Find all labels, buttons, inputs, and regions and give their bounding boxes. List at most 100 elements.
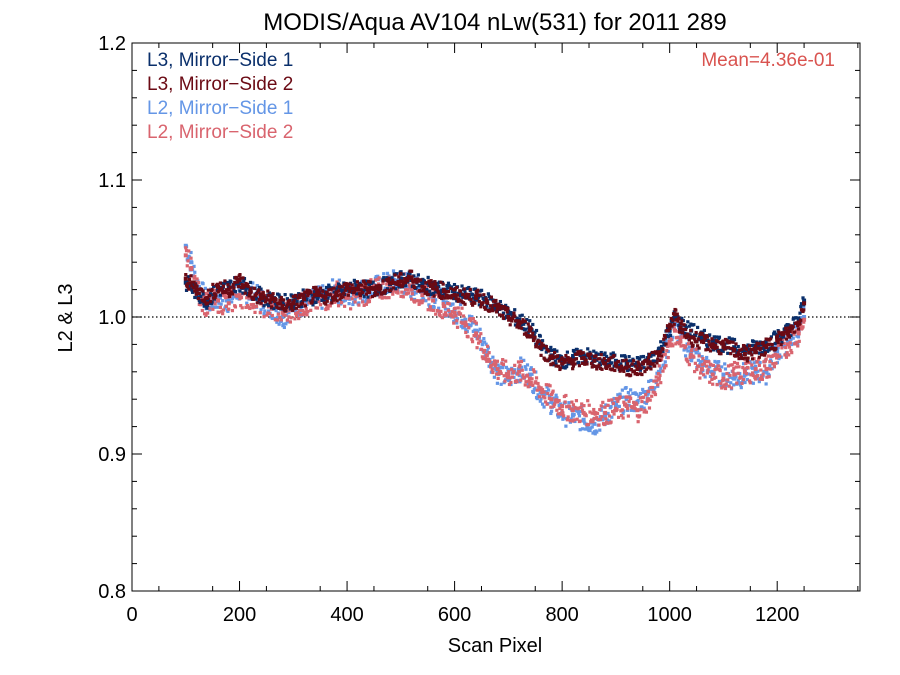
scatter-point <box>480 355 484 359</box>
data-point <box>506 372 511 377</box>
scatter-point <box>380 296 384 300</box>
scatter-point <box>629 373 633 377</box>
scatter-point <box>254 294 258 298</box>
scatter-point <box>279 295 283 300</box>
scatter-point <box>761 340 765 345</box>
scatter-point <box>432 305 436 309</box>
data-point <box>592 356 597 361</box>
scatter-point <box>437 306 441 310</box>
scatter-point <box>753 364 758 368</box>
scatter-point <box>670 342 674 346</box>
scatter-point <box>476 288 480 292</box>
scatter-point <box>604 354 609 359</box>
scatter-point <box>678 330 682 334</box>
data-point <box>527 372 532 377</box>
scatter-point <box>358 293 363 298</box>
scatter-point <box>543 396 547 400</box>
scatter-point <box>478 327 482 331</box>
data-point <box>742 349 747 354</box>
scatter-point <box>330 296 335 300</box>
scatter-point <box>681 327 685 331</box>
scatter-point <box>492 375 496 379</box>
scatter-point <box>426 308 430 312</box>
scatter-point <box>582 404 586 408</box>
scatter-point <box>737 381 741 385</box>
scatter-point <box>460 306 464 310</box>
scatter-point <box>683 344 688 348</box>
scatter-point <box>455 321 459 325</box>
scatter-point <box>609 352 613 356</box>
scatter-point <box>410 292 414 296</box>
data-point <box>721 372 726 377</box>
data-point <box>624 365 629 370</box>
scatter-point <box>298 295 302 299</box>
scatter-point <box>535 396 539 401</box>
scatter-point <box>557 398 561 403</box>
scatter-point <box>644 393 648 397</box>
scatter-point <box>227 291 231 296</box>
scatter-point <box>490 360 494 365</box>
scatter-point <box>534 380 538 384</box>
scatter-point <box>488 359 492 363</box>
scatter-point <box>696 325 700 330</box>
scatter-point <box>550 391 554 395</box>
scatter-point <box>728 340 732 344</box>
scatter-point <box>315 297 320 301</box>
scatter-point <box>774 332 778 336</box>
scatter-point <box>526 322 530 326</box>
scatter-point <box>755 360 759 364</box>
scatter-point <box>791 336 795 340</box>
scatter-point <box>725 371 729 376</box>
scatter-point <box>761 372 765 376</box>
scatter-point <box>460 318 464 323</box>
scatter-point <box>476 337 480 341</box>
data-point <box>420 293 425 298</box>
scatter-point <box>464 328 468 332</box>
scatter-point <box>604 417 608 421</box>
scatter-point <box>238 273 242 277</box>
scatter-point <box>213 295 217 299</box>
scatter-point <box>230 288 234 292</box>
scatter-point <box>224 296 228 300</box>
scatter-point <box>248 287 253 291</box>
x-tick-label: 1200 <box>755 604 800 626</box>
scatter-point <box>793 330 797 334</box>
scatter-point <box>726 378 730 382</box>
data-point <box>796 320 801 325</box>
scatter-point <box>382 276 386 280</box>
scatter-point <box>648 364 652 368</box>
scatter-point <box>455 325 460 329</box>
scatter-point <box>683 346 687 350</box>
scatter-point <box>802 320 806 324</box>
scatter-point <box>602 422 606 427</box>
scatter-point <box>563 400 567 404</box>
scatter-point <box>288 320 292 324</box>
scatter-point <box>428 282 432 286</box>
data-point <box>441 304 446 309</box>
scatter-point <box>259 301 263 305</box>
scatter-point <box>294 306 299 310</box>
scatter-point <box>464 323 469 327</box>
scatter-point <box>531 390 536 395</box>
scatter-point <box>636 420 640 424</box>
scatter-point <box>470 340 475 344</box>
scatter-point <box>531 322 535 327</box>
scatter-point <box>580 408 585 412</box>
scatter-point <box>802 306 806 310</box>
scatter-point <box>190 288 194 292</box>
scatter-point <box>489 295 493 299</box>
scatter-point <box>245 304 250 308</box>
scatter-point <box>309 308 313 312</box>
scatter-point <box>518 380 522 384</box>
scatter-point <box>577 351 581 356</box>
scatter-point <box>756 346 760 350</box>
scatter-point <box>686 320 690 324</box>
data-point <box>495 369 500 374</box>
scatter-point <box>579 352 583 356</box>
scatter-point <box>565 350 570 354</box>
scatter-point <box>641 354 646 359</box>
scatter-point <box>774 361 778 365</box>
scatter-point <box>190 290 195 294</box>
scatter-point <box>473 301 477 305</box>
scatter-point <box>674 308 678 312</box>
